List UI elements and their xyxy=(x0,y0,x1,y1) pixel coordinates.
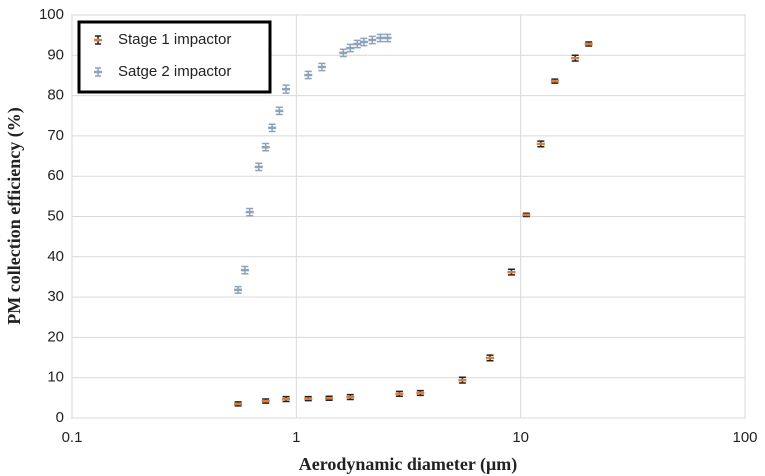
x-tick-label: 0.1 xyxy=(62,429,83,446)
y-tick-label: 100 xyxy=(39,6,64,23)
y-axis-title: PM collection efficiency (%) xyxy=(4,107,25,324)
y-tick-label: 50 xyxy=(47,207,64,224)
x-axis-title: Aerodynamic diameter (μm) xyxy=(299,454,518,475)
y-tick-label: 0 xyxy=(56,409,64,426)
y-tick-label: 80 xyxy=(47,87,64,104)
y-tick-label: 20 xyxy=(47,328,64,345)
y-tick-label: 90 xyxy=(47,46,64,63)
y-tick-label: 30 xyxy=(47,288,64,305)
legend-label: Stage 1 impactor xyxy=(118,31,231,48)
legend-box xyxy=(77,20,272,94)
y-tick-label: 70 xyxy=(47,127,64,144)
x-tick-label: 10 xyxy=(512,429,529,446)
x-tick-label: 100 xyxy=(732,429,757,446)
x-tick-label: 1 xyxy=(292,429,300,446)
y-tick-label: 10 xyxy=(47,369,64,386)
y-tick-label: 60 xyxy=(47,167,64,184)
y-tick-label: 40 xyxy=(47,248,64,265)
legend-label: Satge 2 impactor xyxy=(118,63,231,80)
